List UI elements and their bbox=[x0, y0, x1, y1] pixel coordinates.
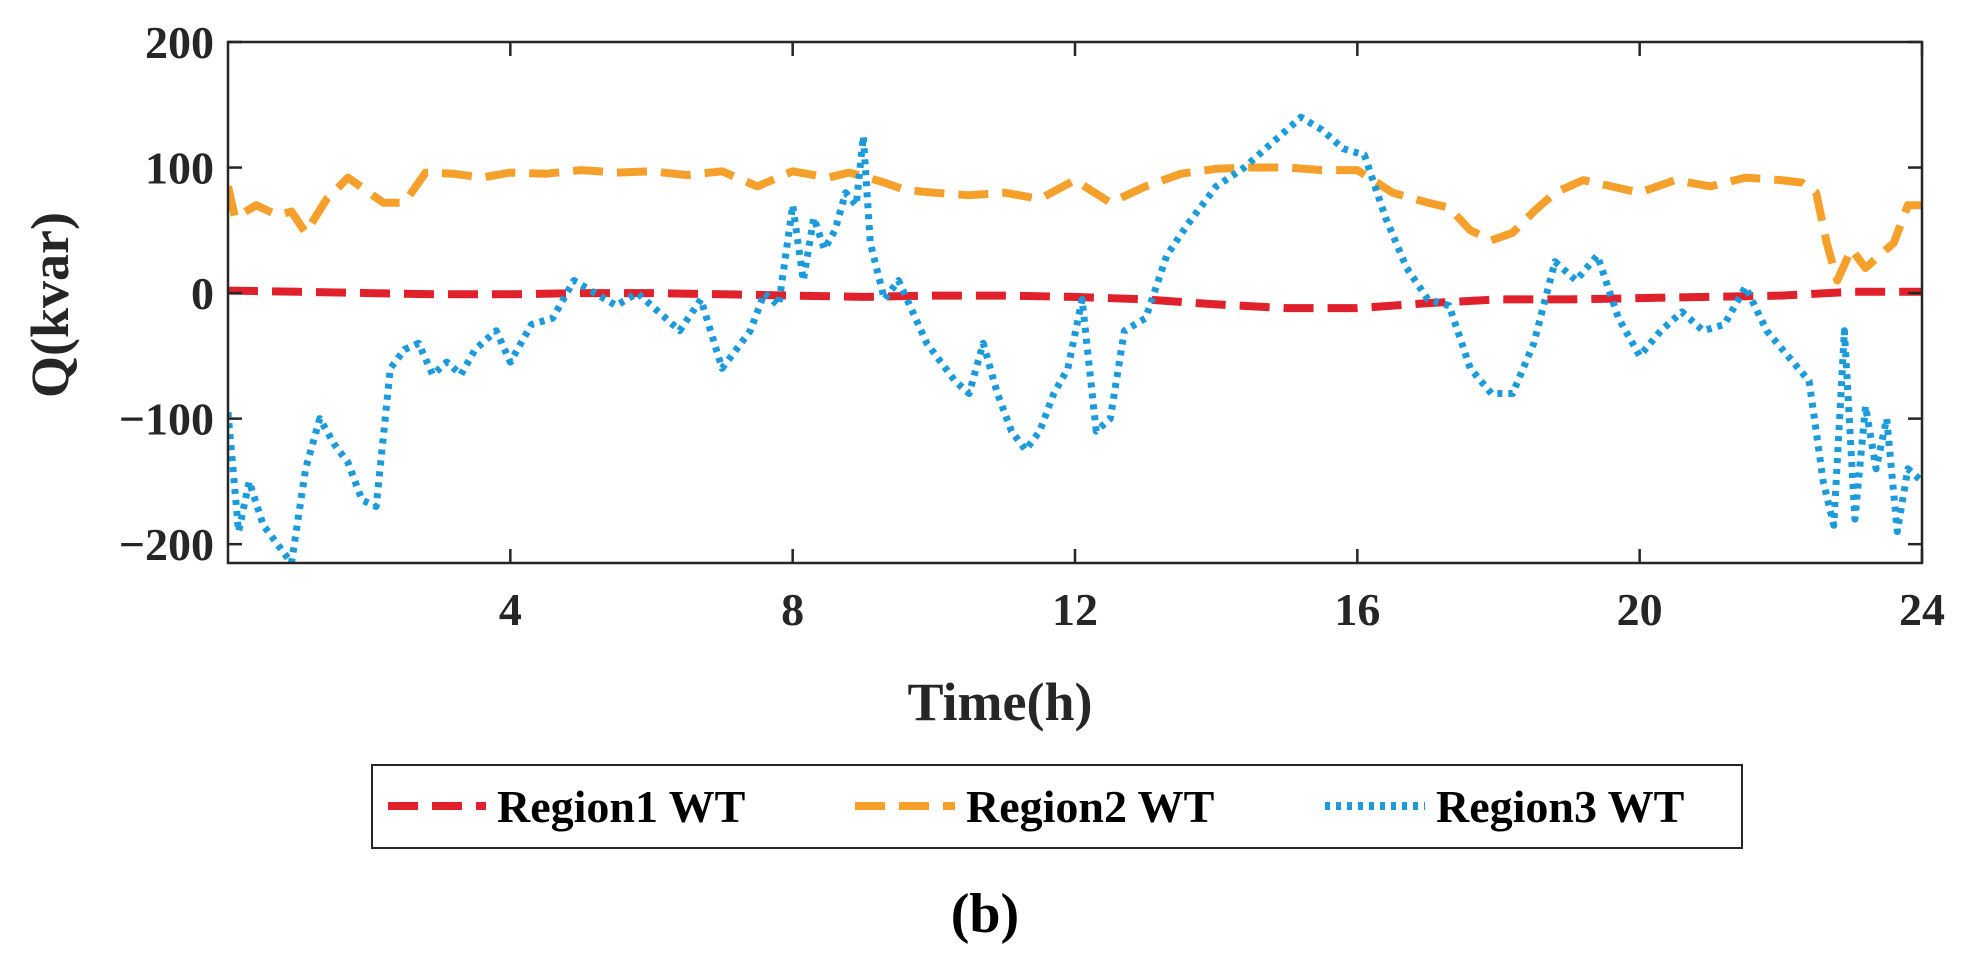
legend-box bbox=[371, 764, 1743, 849]
panel-label: (b) bbox=[951, 883, 1019, 945]
series-line-region2 bbox=[228, 163, 1922, 285]
y-tick-label: 200 bbox=[145, 17, 214, 68]
x-tick-label: 24 bbox=[1899, 584, 1945, 635]
y-tick-label: 0 bbox=[191, 268, 214, 319]
y-tick-label: 100 bbox=[145, 143, 214, 194]
y-axis-title: Q(kvar) bbox=[20, 212, 80, 398]
x-tick-label: 12 bbox=[1052, 584, 1098, 635]
x-tick-label: 20 bbox=[1617, 584, 1663, 635]
series-line-region1 bbox=[228, 286, 1922, 313]
legend: Region1 WT Region2 WT Region3 WT bbox=[371, 764, 1743, 849]
series-layer bbox=[228, 113, 1922, 563]
legend-label-region1: Region1 WT bbox=[497, 781, 745, 832]
y-tick-label: −100 bbox=[119, 394, 214, 445]
series-line-region3 bbox=[228, 113, 1922, 563]
plot-frame bbox=[226, 40, 1924, 565]
x-tick-label: 8 bbox=[781, 584, 804, 635]
tick-layer: 4 8 12 16 20 24 200 100 0 −100 −200 bbox=[119, 17, 1945, 635]
x-axis-title: Time(h) bbox=[908, 672, 1093, 732]
x-tick-label: 16 bbox=[1334, 584, 1380, 635]
y-tick-label: −200 bbox=[119, 519, 214, 570]
x-tick-label: 4 bbox=[499, 584, 522, 635]
legend-label-region2: Region2 WT bbox=[966, 781, 1214, 832]
legend-label-region3: Region3 WT bbox=[1436, 781, 1684, 832]
